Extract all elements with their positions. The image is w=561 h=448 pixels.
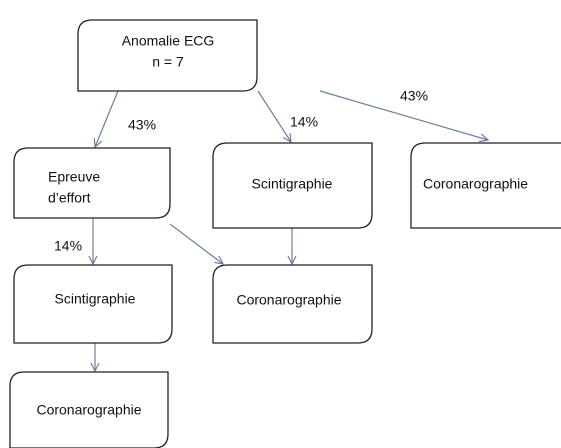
node-box	[410, 142, 561, 229]
node-label: Epreuve	[48, 169, 100, 185]
node-label: Anomalie ECG	[122, 33, 215, 49]
node-label: Scintigraphie	[55, 291, 136, 307]
edge-label: 14%	[290, 114, 318, 130]
node-label: Coronarographie	[36, 402, 141, 418]
arrow	[319, 90, 488, 140]
edge-label: 14%	[54, 238, 82, 254]
node-box	[77, 19, 258, 92]
node-label: Coronarographie	[236, 292, 341, 308]
node-label: n = 7	[152, 54, 184, 70]
node-label: d’effort	[48, 190, 91, 206]
node-box	[13, 147, 171, 219]
node-box	[9, 371, 169, 448]
node-box	[212, 264, 373, 344]
arrow	[257, 90, 291, 142]
node-label: Scintigraphie	[252, 176, 333, 192]
node-box	[212, 142, 373, 229]
edge-label: 43%	[400, 88, 428, 104]
arrow	[169, 223, 223, 264]
node-box	[13, 264, 173, 344]
edge-label: 43%	[128, 117, 156, 133]
node-label: Coronarographie	[423, 176, 528, 192]
arrow	[95, 90, 119, 147]
